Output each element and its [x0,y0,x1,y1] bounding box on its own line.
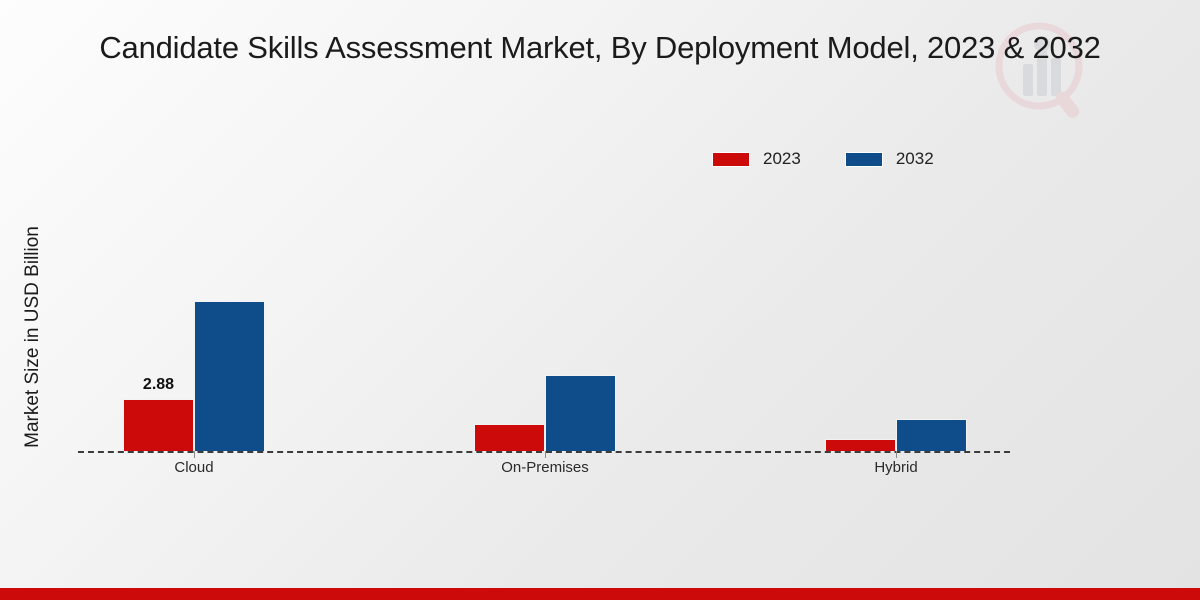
bar-cloud-2023[interactable]: 2.88 [123,376,194,451]
bar-hybrid-2032[interactable] [896,419,967,451]
bar-group-cloud: 2.88 [123,183,265,451]
x-axis-tick-hybrid [896,451,897,458]
x-axis-tick-cloud [194,451,195,458]
x-axis-label-cloud: Cloud [174,459,214,476]
legend-item-2032[interactable]: 2032 [844,149,934,169]
bar-group-on-premises [474,183,616,451]
axis-baseline [78,451,1010,453]
x-axis-label-on-premises: On-Premises [501,459,589,476]
legend-swatch-2032 [844,151,883,167]
plot-area: 2.88 Cloud [62,180,1022,476]
legend-swatch-2023 [712,151,750,167]
legend-label-2023: 2023 [763,149,801,168]
bar-group-hybrid [825,183,967,451]
x-axis-tick-on-premises [545,451,546,458]
y-axis-label: Market Size in USD Billion [22,226,43,448]
legend-item-2023[interactable]: 2023 [712,149,801,169]
bar-on-premises-2032[interactable] [545,375,616,451]
x-axis-label-hybrid: Hybrid [874,459,918,476]
bar-on-premises-2023[interactable] [474,424,545,451]
bar-value-cloud-2023: 2.88 [142,376,175,393]
footer-accent-bar [0,588,1200,600]
legend-label-2032: 2032 [895,149,934,168]
chart-title: Candidate Skills Assessment Market, By D… [99,30,1101,65]
chart-legend: 2023 2032 [712,149,934,169]
bar-cloud-2032[interactable] [194,301,265,451]
bar-hybrid-2023[interactable] [825,439,896,451]
